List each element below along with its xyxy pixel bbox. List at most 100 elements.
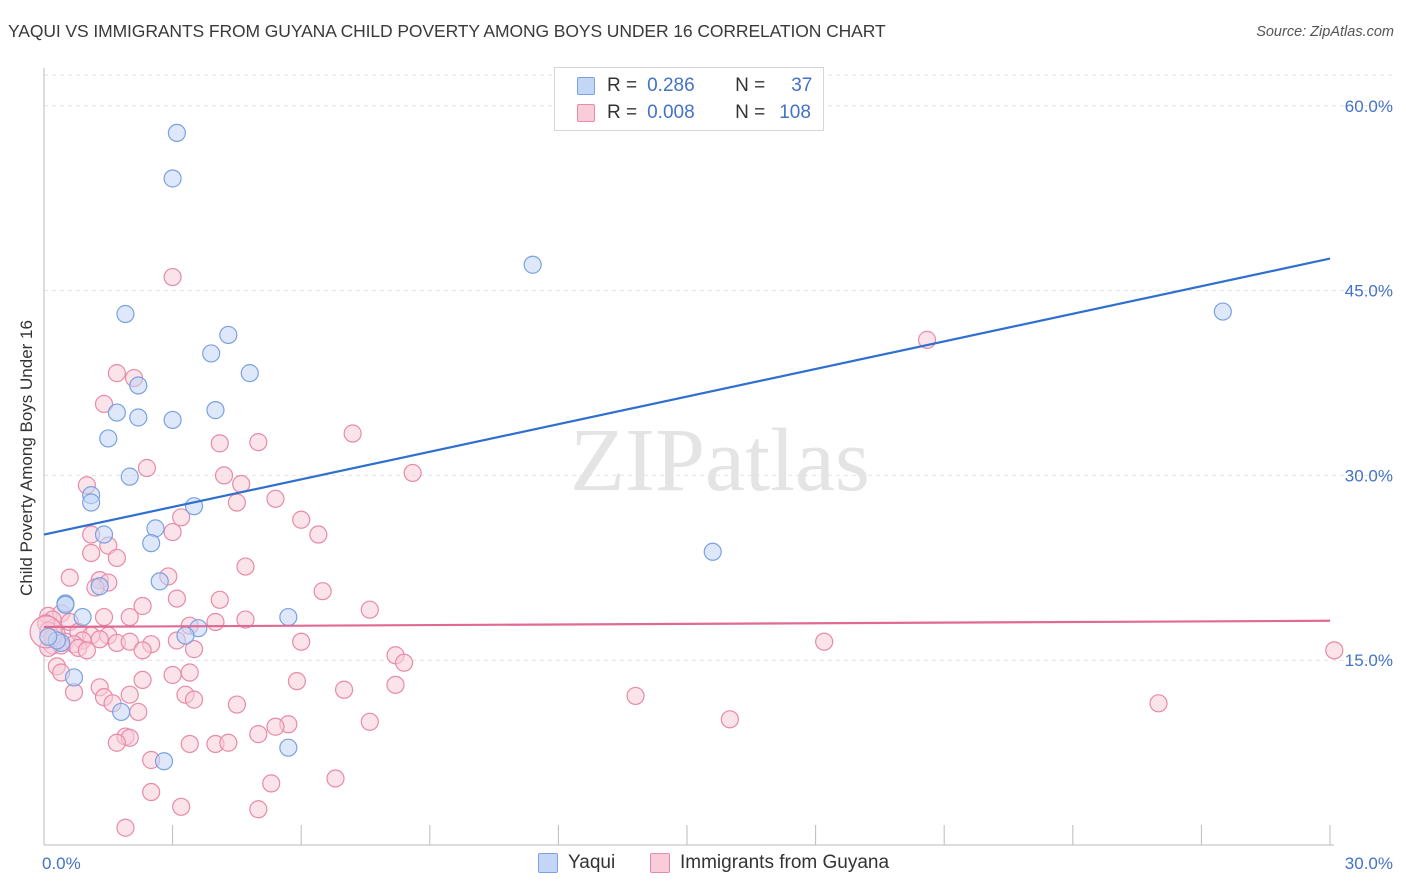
y-tick-label: 15.0% xyxy=(1345,651,1393,670)
guyana-point xyxy=(163,267,182,287)
guyana-point xyxy=(133,641,152,660)
guyana-point xyxy=(107,364,126,383)
guyana-trend-line xyxy=(43,619,1331,629)
legend-swatch-yaqui xyxy=(538,853,558,873)
guyana-point xyxy=(184,690,204,709)
guyana-point xyxy=(626,686,645,706)
yaqui-trend-line xyxy=(43,257,1331,536)
yaqui-point xyxy=(163,410,182,430)
yaqui-point xyxy=(150,572,169,591)
yaqui-point xyxy=(107,403,126,422)
y-tick-labels: 15.0% 30.0% 45.0% 60.0% xyxy=(1345,97,1393,670)
n-label: N = xyxy=(735,75,766,96)
yaqui-point xyxy=(129,376,148,395)
x-tick-label: 30.0% xyxy=(1345,854,1393,873)
yaqui-point xyxy=(94,525,114,544)
guyana-point xyxy=(403,463,422,483)
yaqui-point xyxy=(167,123,186,143)
series-yaqui xyxy=(39,123,1232,771)
yaqui-point xyxy=(64,668,84,687)
guyana-point xyxy=(292,632,311,651)
guyana-point xyxy=(120,632,139,651)
guyana-point xyxy=(120,685,139,704)
guyana-point xyxy=(815,632,834,651)
yaqui-point xyxy=(90,577,109,596)
guyana-point xyxy=(210,590,229,609)
guyana-point xyxy=(236,610,255,629)
guyana-swatch xyxy=(577,104,595,122)
yaqui-point xyxy=(116,304,135,324)
y-tick-label: 45.0% xyxy=(1345,282,1393,301)
guyana-point xyxy=(287,672,307,691)
guyana-point xyxy=(334,680,354,699)
guyana-point xyxy=(386,675,405,694)
guyana-point xyxy=(142,782,161,802)
r-value: 0.286 xyxy=(647,75,695,96)
n-label: N = xyxy=(735,102,766,123)
guyana-point xyxy=(313,582,332,601)
guyana-point xyxy=(292,510,311,529)
yaqui-point xyxy=(206,401,225,420)
guyana-point xyxy=(94,607,114,627)
axes xyxy=(43,68,1334,846)
stats-row-guyana: R = 0.008 N = 108 xyxy=(577,100,811,126)
guyana-point xyxy=(77,641,96,660)
guyana-point xyxy=(394,653,414,672)
yaqui-point xyxy=(129,408,148,427)
guyana-point xyxy=(94,394,114,414)
guyana-point xyxy=(360,712,379,731)
chart-source: Source: ZipAtlas.com xyxy=(1256,24,1394,40)
guyana-point xyxy=(120,607,139,627)
yaqui-point xyxy=(56,595,75,614)
yaqui-swatch xyxy=(577,77,595,95)
guyana-point xyxy=(137,458,156,478)
guyana-point xyxy=(129,702,148,722)
legend-label-guyana: Immigrants from Guyana xyxy=(680,852,890,873)
yaqui-point xyxy=(120,467,139,486)
yaqui-point xyxy=(202,344,221,363)
guyana-point xyxy=(206,612,225,632)
n-value: 108 xyxy=(779,102,811,123)
yaqui-point xyxy=(112,702,131,722)
guyana-point xyxy=(360,600,379,619)
yaqui-point xyxy=(219,325,238,345)
yaqui-point xyxy=(163,169,182,188)
legend: Yaqui Immigrants from Guyana xyxy=(0,852,1406,878)
r-label: R = xyxy=(607,75,638,96)
yaqui-point xyxy=(279,607,298,627)
yaqui-point xyxy=(1213,302,1232,321)
guyana-point xyxy=(219,733,238,752)
guyana-point xyxy=(180,663,199,682)
r-value: 0.008 xyxy=(647,102,695,123)
guyana-point xyxy=(249,725,268,744)
y-tick-label: 60.0% xyxy=(1345,97,1393,116)
yaqui-point xyxy=(279,738,298,757)
guyana-point xyxy=(343,424,362,443)
guyana-point xyxy=(326,769,345,788)
legend-swatch-guyana xyxy=(650,853,670,873)
yaqui-point xyxy=(142,534,161,553)
guyana-point xyxy=(249,800,268,819)
guyana-point xyxy=(266,717,285,736)
guyana-point xyxy=(107,548,126,568)
guyana-point xyxy=(82,543,101,563)
guyana-point xyxy=(107,733,126,752)
r-label: R = xyxy=(607,102,638,123)
series-immigrants-from-guyana xyxy=(29,267,1344,837)
stats-row-yaqui: R = 0.286 N = 37 xyxy=(577,73,812,99)
guyana-point xyxy=(249,433,268,452)
guyana-point xyxy=(214,466,234,485)
yaqui-point xyxy=(523,255,542,274)
guyana-point xyxy=(1149,694,1168,713)
guyana-point xyxy=(180,734,199,754)
guyana-point xyxy=(163,522,182,542)
yaqui-point xyxy=(99,429,118,448)
yaqui-point xyxy=(154,752,174,771)
guyana-point xyxy=(1325,641,1344,660)
guyana-point xyxy=(262,774,281,793)
n-value: 37 xyxy=(791,75,813,96)
yaqui-point xyxy=(703,542,722,561)
guyana-point xyxy=(184,640,204,659)
x-tick-labels: 0.0% 30.0% xyxy=(42,854,1393,873)
